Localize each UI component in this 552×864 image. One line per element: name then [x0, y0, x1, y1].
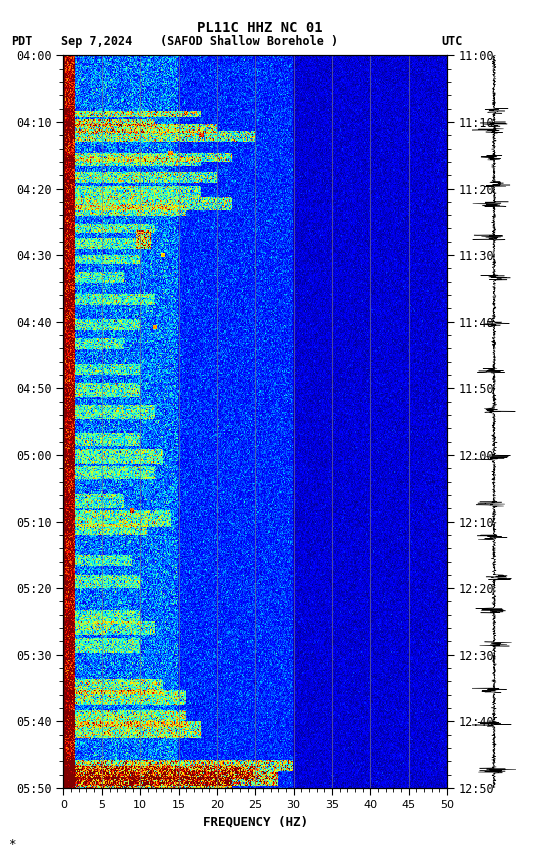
Text: *: * — [8, 838, 16, 851]
Text: UTC: UTC — [442, 35, 463, 48]
Text: Sep 7,2024: Sep 7,2024 — [61, 35, 132, 48]
Text: (SAFOD Shallow Borehole ): (SAFOD Shallow Borehole ) — [160, 35, 338, 48]
Text: PDT: PDT — [11, 35, 33, 48]
Text: PL11C HHZ NC 01: PL11C HHZ NC 01 — [197, 21, 322, 35]
X-axis label: FREQUENCY (HZ): FREQUENCY (HZ) — [203, 816, 308, 829]
